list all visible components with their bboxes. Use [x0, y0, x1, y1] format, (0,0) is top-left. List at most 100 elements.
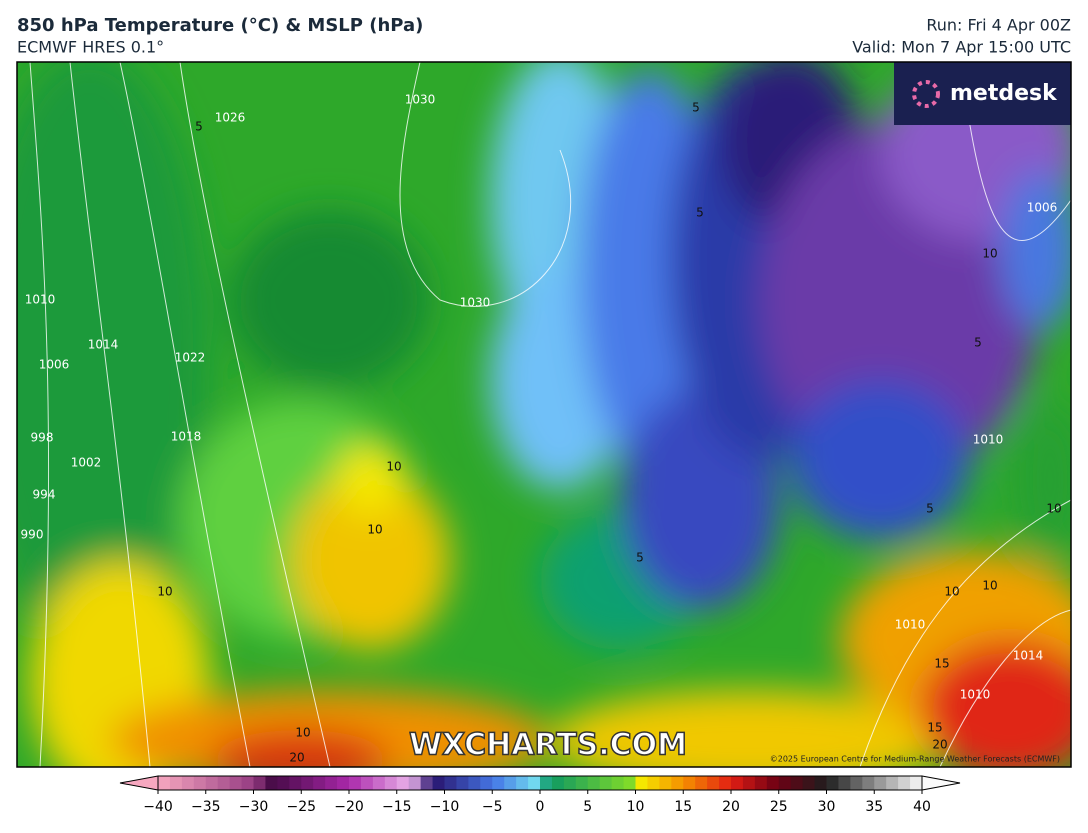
contour-label: 1010 [973, 433, 1004, 447]
colorbar-segment [217, 776, 231, 790]
colorbar-segment [420, 776, 434, 790]
contour-label: 1010 [960, 688, 991, 702]
contour-label: 10 [944, 585, 959, 599]
contour-label: 20 [289, 751, 304, 765]
colorbar-tick-label: −30 [239, 799, 269, 815]
colorbar-segment [886, 776, 899, 790]
colorbar-segment [289, 776, 302, 790]
contour-label: 1014 [1013, 649, 1044, 663]
contour-label: 1030 [460, 296, 491, 310]
map-frame [16, 61, 1072, 768]
colorbar-segment [766, 776, 780, 790]
contour-label: 1030 [405, 93, 436, 107]
colorbar-segment [611, 776, 625, 790]
run-time: Run: Fri 4 Apr 00Z [926, 16, 1071, 35]
contour-label: 1006 [39, 358, 70, 372]
colorbar-tick-label: −20 [334, 799, 364, 815]
contour-label: 15 [934, 657, 949, 671]
colorbar-tick-label: −5 [482, 799, 503, 815]
colorbar-segment [563, 776, 577, 790]
colorbar-segment [814, 776, 827, 790]
isobars [29, 62, 1071, 767]
colorbar-segment [205, 776, 219, 790]
title: 850 hPa Temperature (°C) & MSLP (hPa) [17, 15, 423, 36]
colorbar-segment [181, 776, 195, 790]
colorbar-segment [408, 776, 422, 790]
subtitle: ECMWF HRES 0.1° [17, 38, 164, 57]
colorbar-segment [671, 776, 684, 790]
contour-label: 1006 [1027, 201, 1058, 215]
contour-label: 10 [982, 247, 997, 261]
colorbar-segment [742, 776, 756, 790]
contour-label: 1026 [215, 111, 246, 125]
colorbar-segment [731, 776, 744, 790]
colorbar-segment [778, 776, 792, 790]
colorbar-segment [253, 776, 266, 790]
contour-label: 1002 [71, 456, 102, 470]
colorbar-tick-label: 35 [865, 799, 883, 815]
colorbar-tick-label: −35 [191, 799, 221, 815]
colorbar-segment [480, 776, 493, 790]
contour-label: 10 [982, 579, 997, 593]
contour-label: 5 [692, 101, 700, 115]
colorbar-segment [695, 776, 708, 790]
colorbar-segment [169, 776, 183, 790]
contour-label: 1022 [175, 351, 206, 365]
colorbar-segment [456, 776, 469, 790]
colorbar-tick-label: −10 [430, 799, 460, 815]
colorbar-segment [396, 776, 410, 790]
colorbar-tick-label: 20 [722, 799, 740, 815]
colorbar-segment [158, 776, 171, 790]
contour-label: 20 [932, 738, 947, 752]
colorbar-tick-label: 5 [583, 799, 592, 815]
colorbar-segment [432, 776, 445, 790]
colorbar-segment [540, 776, 553, 790]
colorbar-segment [838, 776, 851, 790]
contour-label: 10 [157, 585, 172, 599]
colorbar-tick-label: −40 [143, 799, 173, 815]
colorbar-segment [349, 776, 362, 790]
colorbar-segment [193, 776, 207, 790]
colorbar-segment [874, 776, 887, 790]
contour-label: 1010 [895, 618, 926, 632]
colorbar-tick-label: 15 [674, 799, 692, 815]
colorbar-high-arrow [921, 775, 961, 791]
valid-time: Valid: Mon 7 Apr 15:00 UTC [852, 38, 1071, 57]
colorbar-segment [862, 776, 875, 790]
colorbar-segment [910, 776, 923, 790]
colorbar-segment [241, 776, 254, 790]
colorbar-segment [587, 776, 601, 790]
colorbar-segment [790, 776, 804, 790]
contour-label: 5 [974, 336, 982, 350]
colorbar-segment [492, 776, 505, 790]
contour-label: 998 [31, 431, 54, 445]
colorbar-segment [360, 776, 374, 790]
temperature-field [17, 62, 1071, 767]
contour-label: 10 [1046, 502, 1061, 516]
colorbar-tick-label: 0 [536, 799, 545, 815]
watermark: WXCHARTS.COM [409, 728, 687, 763]
colorbar-segment [325, 776, 338, 790]
colorbar-segment [575, 776, 589, 790]
logo: metdesk [950, 81, 1058, 106]
colorbar-tick-label: −15 [382, 799, 412, 815]
contour-label: 5 [195, 120, 203, 134]
colorbar-tick-label: −25 [286, 799, 316, 815]
colorbar-segment [683, 776, 696, 790]
contour-label: 5 [636, 551, 644, 565]
contour-label: 990 [21, 528, 44, 542]
colorbar-segment [754, 776, 768, 790]
colorbar-segment [647, 776, 660, 790]
colorbar-segment [301, 776, 314, 790]
colorbar-segment [850, 776, 863, 790]
colorbar: −40 −35 −30 −25 −20 −15 −10 −5 0 5 10 15 20 25 30 35 40 [119, 775, 961, 815]
colorbar-segment [384, 776, 398, 790]
colorbar-segment [504, 776, 517, 790]
colorbar-segment [623, 776, 636, 790]
colorbar-segment [802, 776, 816, 790]
contour-label: 15 [927, 721, 942, 735]
colorbar-segment [898, 776, 911, 790]
